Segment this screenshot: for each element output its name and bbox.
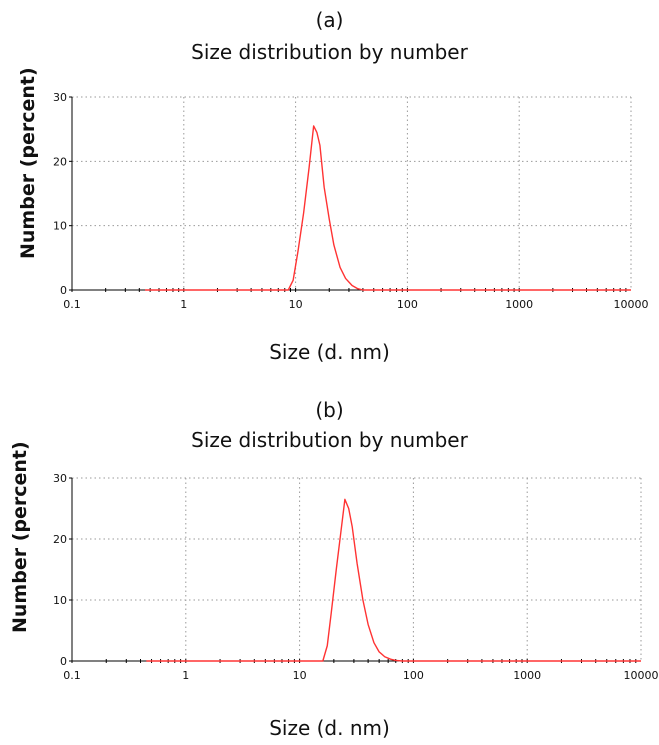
chart-plot-b: 0.1 1 10 100 1000 10000 0 10 20 30 <box>53 472 659 682</box>
gridlines <box>71 477 642 662</box>
x-tick-label: 1000 <box>505 298 533 311</box>
x-tick-label: 1000 <box>513 669 541 682</box>
y-tick-label: 0 <box>60 284 67 297</box>
y-tick-label: 20 <box>53 533 67 546</box>
panel-b: (b) Size distribution by number Number (… <box>0 390 659 745</box>
x-tick-label: 10 <box>289 298 303 311</box>
series-line <box>145 125 631 291</box>
gridlines <box>71 96 632 291</box>
chart-title: Size distribution by number <box>191 40 468 64</box>
chart-title: Size distribution by number <box>191 428 468 452</box>
panel-a: (a) Size distribution by number Number (… <box>0 0 659 372</box>
y-tick-label: 0 <box>60 655 67 668</box>
panel-label: (a) <box>315 8 344 32</box>
y-tick-label: 10 <box>53 220 67 233</box>
series-line <box>146 498 641 662</box>
x-tick-label: 10 <box>293 669 307 682</box>
y-tick-label: 20 <box>53 155 67 168</box>
x-tick-label: 10000 <box>614 298 649 311</box>
x-tick-label: 100 <box>397 298 418 311</box>
x-axis-title: Size (d. nm) <box>269 716 390 740</box>
chart-plot-a: 0.1 1 10 100 1000 10000 0 10 20 30 <box>53 91 649 311</box>
x-tick-label: 10000 <box>624 669 659 682</box>
x-tick-label: 100 <box>403 669 424 682</box>
y-tick-label: 30 <box>53 91 67 104</box>
x-tick-label: 0.1 <box>63 298 81 311</box>
x-tick-label: 1 <box>180 298 187 311</box>
x-tick-label: 1 <box>182 669 189 682</box>
x-axis-title: Size (d. nm) <box>269 340 390 364</box>
y-tick-label: 10 <box>53 594 67 607</box>
y-tick-label: 30 <box>53 472 67 485</box>
panel-label: (b) <box>315 398 344 422</box>
x-tick-label: 0.1 <box>63 669 81 682</box>
